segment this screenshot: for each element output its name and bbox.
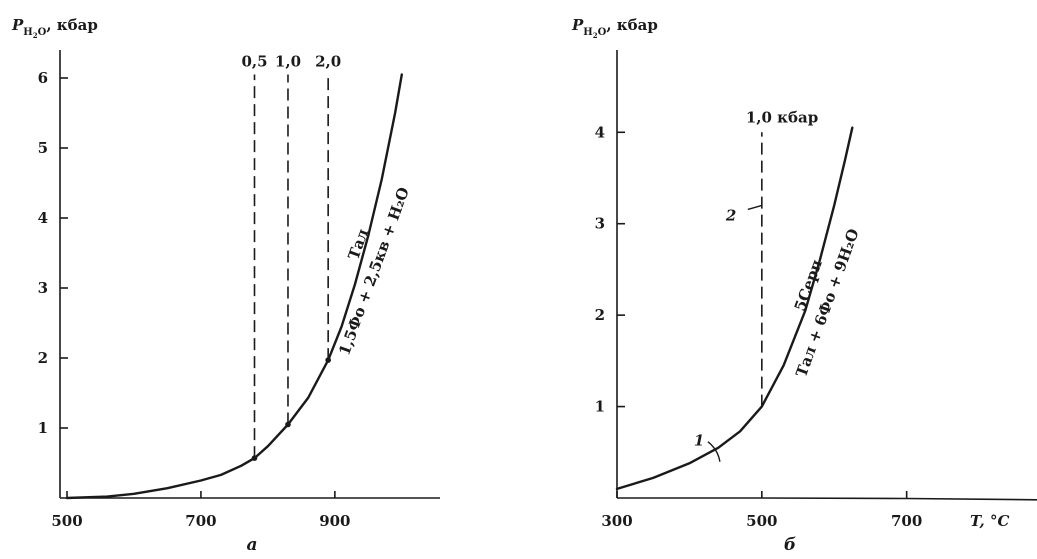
y-axis-subscript-2: 2 [593, 31, 598, 40]
curve-markers: 12 [694, 204, 763, 462]
y-tick-label: 1 [595, 398, 605, 416]
x-tick-label: 700 [891, 512, 922, 530]
x-axis-title: T, °C [970, 512, 1009, 530]
y-tick-label: 3 [38, 279, 48, 297]
chart-panel-a: PH2O, кбар 1 2 3 4 5 6 500 700 900 0,5 1,0 2,0 Та… [11, 16, 440, 555]
y-axis-ticks: 1 2 3 4 5 6 [38, 69, 68, 437]
y-tick-label: 6 [38, 69, 48, 87]
reaction-curve [615, 126, 854, 491]
y-tick-label: 2 [38, 349, 48, 367]
y-axis-unit: кбар [57, 16, 98, 34]
y-tick-label: 3 [595, 215, 605, 233]
y-tick-label: 4 [38, 209, 48, 227]
y-tick-label: 1 [38, 419, 48, 437]
y-axis-subscript-o: O [38, 27, 47, 38]
marker-leader [707, 441, 721, 462]
intersection-point [285, 421, 291, 428]
y-tick-label: 5 [38, 139, 48, 157]
y-axis-subscript-h: H [583, 27, 592, 38]
x-tick-label: 900 [319, 512, 350, 530]
x-axis-label: T, °C [970, 512, 1009, 530]
marker-label: 2 [725, 206, 736, 224]
curve-label-product: Тал [344, 226, 372, 262]
x-axis-ticks: 300 500 700 [601, 491, 922, 530]
y-axis-subscript-o: O [598, 27, 607, 38]
svg-text:PH2O, кбар: PH2O, кбар [571, 16, 658, 40]
isobar-lines: 1,0 кбар [746, 108, 818, 407]
isobar-label: 2,0 [315, 53, 341, 71]
y-axis-title: PH2O, кбар [571, 16, 658, 40]
intersection-point [325, 357, 331, 363]
isobar-label: 0,5 [241, 53, 267, 71]
x-axis-ticks: 500 700 900 [51, 491, 351, 530]
y-axis-subscript-2: 2 [33, 31, 38, 40]
x-axis-line [617, 497, 1037, 501]
x-tick-label: 700 [185, 512, 216, 530]
y-axis-subscript-h: H [23, 27, 32, 38]
panel-label-a: а [246, 535, 257, 555]
svg-text:PH2O, кбар: PH2O, кбар [11, 16, 98, 40]
y-axis-symbol: P [571, 16, 584, 34]
x-tick-label: 500 [746, 512, 777, 530]
isobar-lines: 0,5 1,0 2,0 [241, 53, 341, 459]
curve-label: 5Серп Тал + 6Фо + 9H₂O [791, 226, 863, 379]
intersection-point [251, 455, 258, 461]
reaction-curve [65, 73, 403, 500]
intersection-points [251, 357, 331, 461]
marker-label: 1 [694, 432, 704, 450]
y-tick-label: 4 [595, 123, 605, 141]
y-axis-symbol: P [11, 16, 24, 34]
y-axis-unit: кбар [617, 16, 658, 34]
marker-leader [747, 204, 763, 211]
x-tick-label: 300 [601, 512, 632, 530]
isobar-label: 1,0 [275, 53, 301, 71]
y-axis-ticks: 1 2 3 4 [595, 123, 625, 416]
y-axis-title: PH2O, кбар [11, 16, 98, 40]
x-tick-label: 500 [51, 512, 82, 530]
panel-label-b: б [784, 535, 796, 555]
y-tick-label: 2 [595, 306, 605, 324]
isobar-label: 1,0 кбар [746, 108, 818, 126]
